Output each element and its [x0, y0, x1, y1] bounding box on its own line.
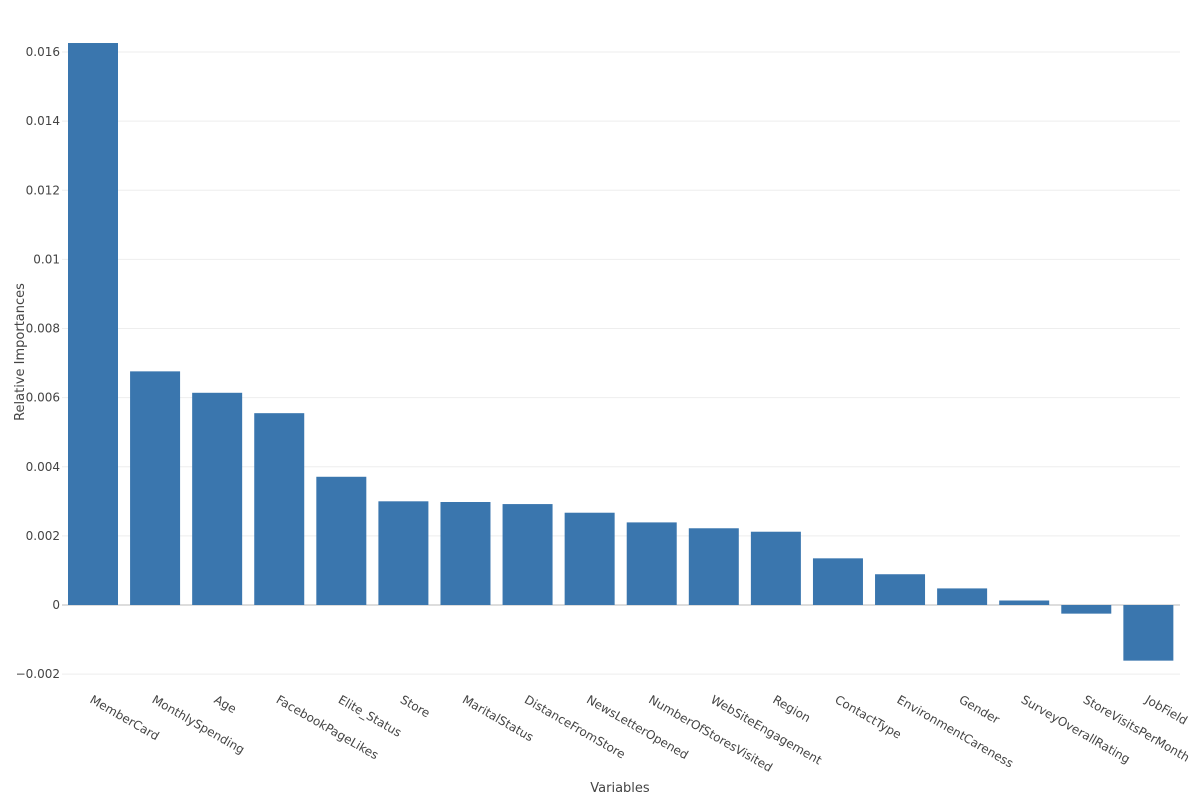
bar-surveyoverallrating[interactable]	[999, 600, 1050, 605]
bar-monthlyspending[interactable]	[130, 371, 181, 605]
bar-maritalstatus[interactable]	[440, 502, 491, 605]
bar-elite-status[interactable]	[316, 476, 367, 605]
bar-age[interactable]	[192, 392, 243, 605]
bar-gender[interactable]	[937, 588, 988, 605]
x-tick-label: Store	[398, 692, 432, 720]
y-tick-label: 0.016	[26, 45, 60, 59]
y-tick-label: 0.004	[26, 460, 60, 474]
x-axis-title: Variables	[590, 781, 650, 796]
bar-jobfield[interactable]	[1123, 605, 1174, 661]
bar-newsletteropened[interactable]	[564, 512, 615, 605]
bar-facebookpagelikes[interactable]	[254, 413, 305, 605]
x-tick-label: SurveyOverallRating	[1019, 692, 1133, 766]
x-tick-label: Age	[212, 692, 239, 716]
bar-contacttype[interactable]	[812, 558, 863, 605]
y-tick-label: 0	[52, 598, 60, 612]
y-tick-label: −0.002	[16, 667, 60, 681]
bar-storevisitspermonth[interactable]	[1061, 605, 1112, 614]
y-tick-label: 0.002	[26, 529, 60, 543]
gridlines	[62, 51, 1180, 675]
x-tick-label: WebSiteEngagement	[708, 692, 824, 767]
bars	[68, 43, 1174, 661]
y-tick-label: 0.012	[26, 183, 60, 197]
bar-numberofstoresvisited[interactable]	[626, 522, 677, 605]
bar-distancefromstore[interactable]	[502, 504, 553, 605]
x-tick-label: NewsLetterOpened	[584, 692, 691, 762]
x-tick-label: Gender	[957, 692, 1002, 726]
y-tick-label: 0.01	[33, 252, 60, 266]
x-tick-label: JobField	[1142, 692, 1190, 728]
y-tick-label: 0.006	[26, 391, 60, 405]
x-tick-label: MemberCard	[88, 692, 162, 743]
y-tick-label: 0.014	[26, 114, 60, 128]
x-tick-label: StoreVisitsPerMonth	[1081, 692, 1192, 764]
x-tick-label: EnvironmentCareness	[895, 692, 1016, 770]
y-tick-label: 0.008	[26, 322, 60, 336]
y-axis-ticks: −0.002 0 0.002 0.004 0.006 0.008 0.01 0.012 0.01…	[16, 45, 60, 681]
x-tick-label: Region	[770, 692, 813, 725]
y-axis-title: Relative Importances	[13, 283, 28, 421]
x-tick-label: FacebookPageLikes	[274, 692, 381, 762]
bar-store[interactable]	[378, 501, 429, 605]
bar-websiteengagement[interactable]	[688, 528, 739, 605]
bar-region[interactable]	[750, 531, 801, 605]
x-tick-label: DistanceFromStore	[522, 692, 628, 761]
bar-environmentcareness[interactable]	[875, 574, 926, 605]
bar-membercard[interactable]	[68, 43, 118, 606]
x-tick-label: ContactType	[832, 692, 903, 741]
